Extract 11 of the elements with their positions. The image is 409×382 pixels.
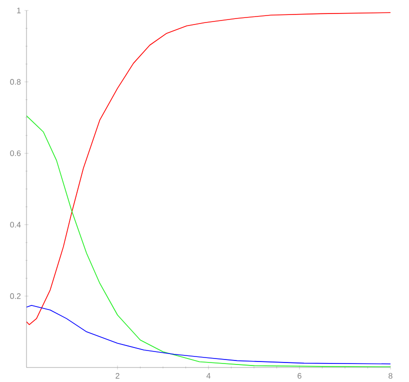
y-tick-label: 0.4 <box>10 222 21 228</box>
line-series <box>26 304 390 364</box>
x-tick-label: 8 <box>388 373 392 379</box>
y-tick-label: 0.2 <box>10 293 21 299</box>
line-series <box>26 12 390 326</box>
x-tick-label: 4 <box>206 373 210 379</box>
y-tick-label: 0.6 <box>10 150 21 156</box>
y-tick-label: 0.8 <box>10 79 21 85</box>
x-tick-label: 2 <box>116 373 120 379</box>
x-tick-label: 6 <box>298 373 302 379</box>
y-tick-label: 1 <box>17 8 21 14</box>
